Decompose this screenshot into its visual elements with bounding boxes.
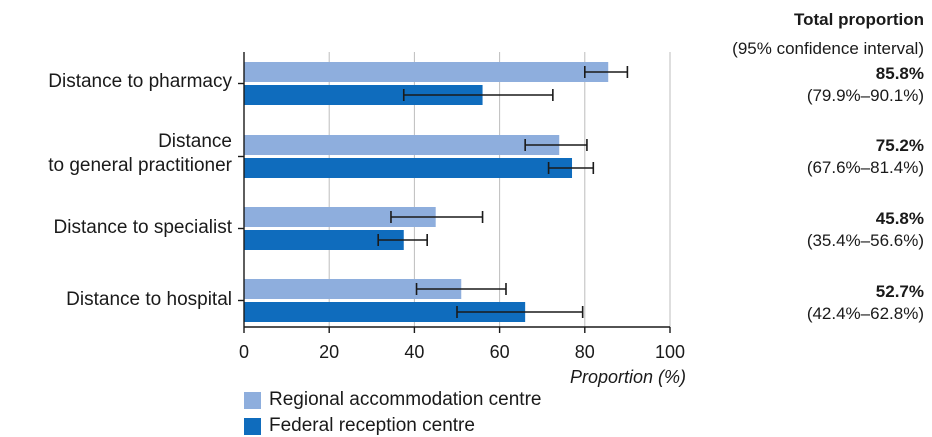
total-proportion-value: 75.2% [875,136,924,155]
legend-swatch-regional [244,391,261,409]
x-tick-label: 20 [319,342,339,362]
x-tick-label: 80 [575,342,595,362]
total-proportion-value: 45.8% [875,209,924,228]
side-panel-entry-general-practitioner: 75.2% (67.6%–81.4%) [807,135,924,179]
x-tick-label: 40 [404,342,424,362]
legend-label-regional: Regional accommodation centre [269,389,542,410]
legend-swatch-federal [244,417,261,435]
x-tick-label: 0 [239,342,249,362]
bar [244,62,609,82]
side-panel-title: Total proportion [794,10,924,29]
bar [244,158,573,178]
total-proportion-value: 85.8% [875,64,924,83]
bar [244,302,526,322]
legend-item-regional: Regional accommodation centre [244,389,542,411]
side-panel-entry-pharmacy: 85.8% (79.9%–90.1%) [807,63,924,107]
side-panel-entry-hospital: 52.7% (42.4%–62.8%) [807,281,924,325]
bar [244,85,483,105]
total-proportion-ci: (67.6%–81.4%) [806,158,924,177]
total-proportion-ci: (35.4%–56.6%) [806,231,924,250]
bar [244,135,560,155]
legend-item-federal: Federal reception centre [244,415,475,437]
side-panel-subtitle: (95% confidence interval) [732,39,924,58]
x-axis-title: Proportion (%) [570,367,686,387]
side-panel-entry-specialist: 45.8% (35.4%–56.6%) [807,208,924,252]
category-label-specialist: Distance to specialist [53,217,232,238]
category-label-pharmacy: Distance to pharmacy [48,71,232,92]
category-label-hospital: Distance to hospital [66,289,232,310]
total-proportion-ci: (42.4%–62.8%) [806,304,924,323]
total-proportion-value: 52.7% [875,282,924,301]
x-tick-label: 60 [490,342,510,362]
total-proportion-ci: (79.9%–90.1%) [806,86,924,105]
x-tick-label: 100 [655,342,685,362]
bar [244,230,404,250]
bar [244,207,436,227]
category-label-general-practitioner: Distance to general practitioner [48,131,232,176]
legend-label-federal: Federal reception centre [269,415,475,436]
bar [244,279,462,299]
